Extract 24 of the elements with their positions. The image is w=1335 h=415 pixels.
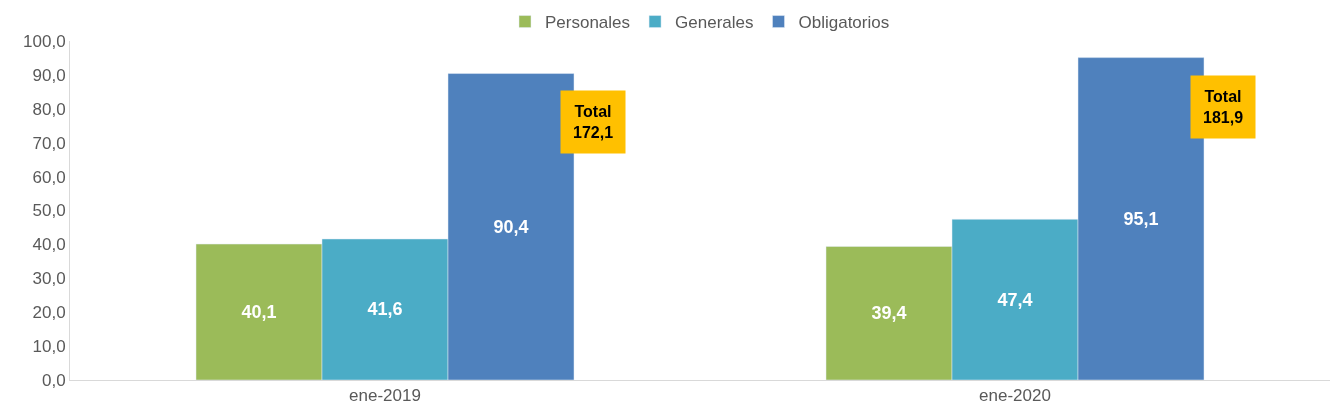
data-label: 41,6 xyxy=(367,299,403,320)
data-label: 39,4 xyxy=(871,303,907,324)
legend-label: Obligatorios xyxy=(798,13,890,33)
legend-label: Personales xyxy=(545,13,631,33)
data-label: 40,1 xyxy=(241,302,277,323)
x-tick-label: ene-2019 xyxy=(349,386,421,406)
y-tick-label: 10,0 xyxy=(32,337,66,357)
y-tick-label: 0,0 xyxy=(41,370,66,390)
y-tick-label: 80,0 xyxy=(32,99,66,119)
y-tick-label: 60,0 xyxy=(32,167,66,187)
annotation: Total 181,9 xyxy=(1203,88,1244,126)
y-tick-label: 70,0 xyxy=(32,133,66,153)
data-label: 95,1 xyxy=(1123,208,1159,229)
y-tick-label: 40,0 xyxy=(32,235,66,255)
y-tick-label: 90,0 xyxy=(32,65,66,85)
data-label: 90,4 xyxy=(493,216,529,237)
y-tick-label: 20,0 xyxy=(32,303,66,323)
y-tick-label: 50,0 xyxy=(32,201,66,221)
x-tick-label: ene-2020 xyxy=(979,386,1051,406)
annotation: Total 172,1 xyxy=(573,103,614,141)
legend-label: Generales xyxy=(675,13,754,33)
y-tick-label: 30,0 xyxy=(32,269,66,289)
y-tick-label: 100,0 xyxy=(23,31,66,51)
data-label: 47,4 xyxy=(997,289,1033,310)
